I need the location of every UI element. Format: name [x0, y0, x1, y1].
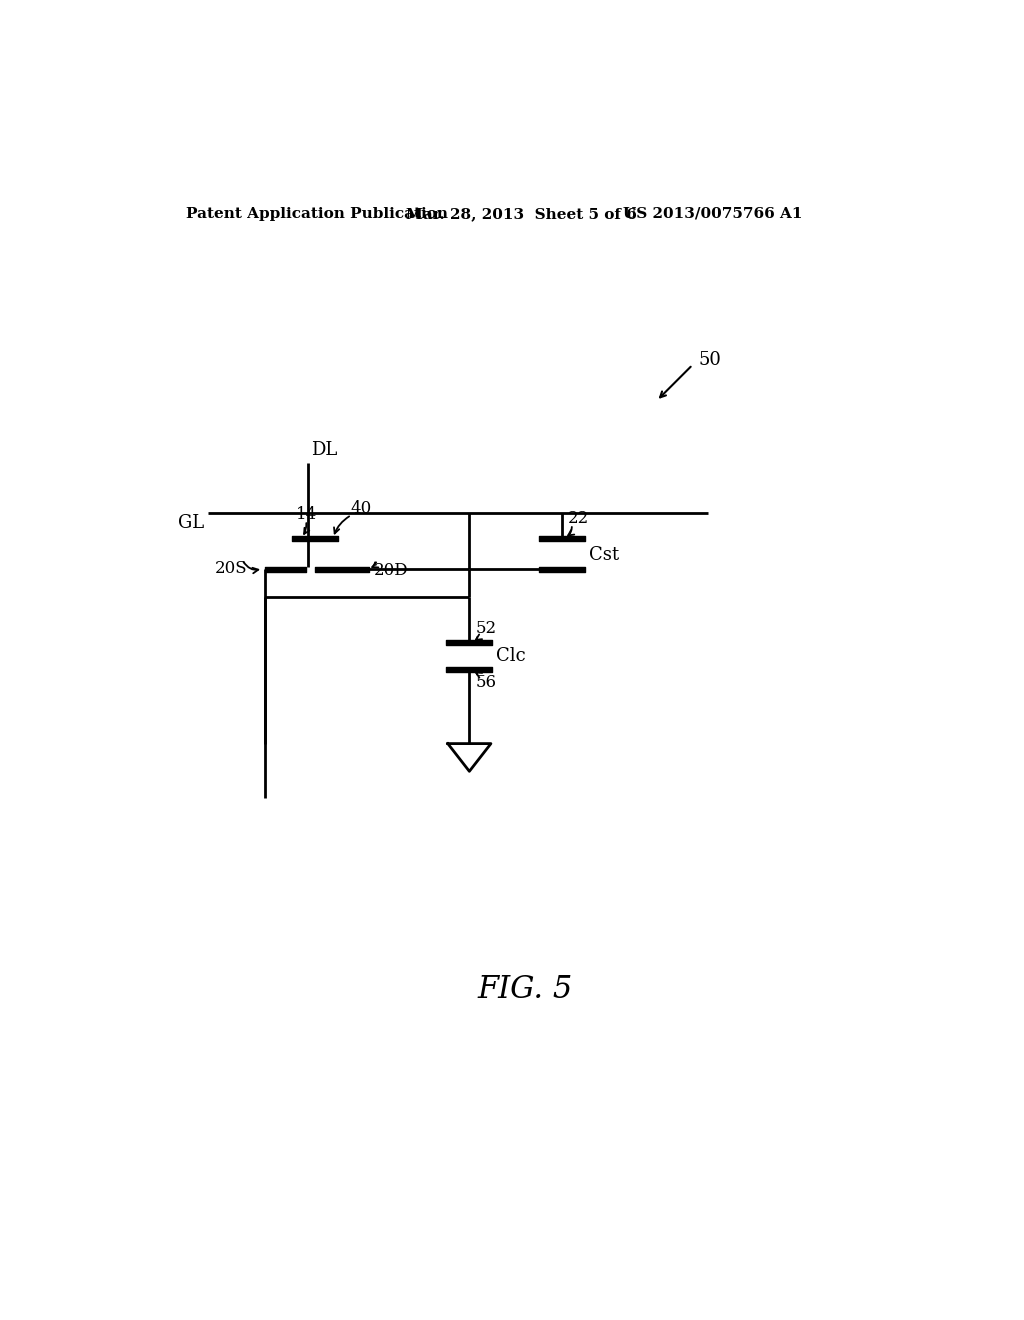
Text: 52: 52: [475, 620, 497, 638]
Text: Mar. 28, 2013  Sheet 5 of 6: Mar. 28, 2013 Sheet 5 of 6: [407, 207, 637, 220]
Text: 56: 56: [475, 675, 497, 692]
Text: FIG. 5: FIG. 5: [477, 974, 572, 1006]
Text: 40: 40: [350, 500, 372, 517]
Text: Patent Application Publication: Patent Application Publication: [186, 207, 449, 220]
Text: Clc: Clc: [497, 647, 526, 665]
Text: Cst: Cst: [589, 546, 618, 564]
Text: 20D: 20D: [374, 562, 409, 579]
Text: US 2013/0075766 A1: US 2013/0075766 A1: [624, 207, 803, 220]
Text: 20S: 20S: [215, 560, 248, 577]
Text: 22: 22: [568, 511, 589, 527]
Text: DL: DL: [310, 441, 337, 459]
Text: GL: GL: [178, 515, 205, 532]
Text: 50: 50: [698, 351, 722, 370]
Text: 14: 14: [296, 506, 317, 523]
